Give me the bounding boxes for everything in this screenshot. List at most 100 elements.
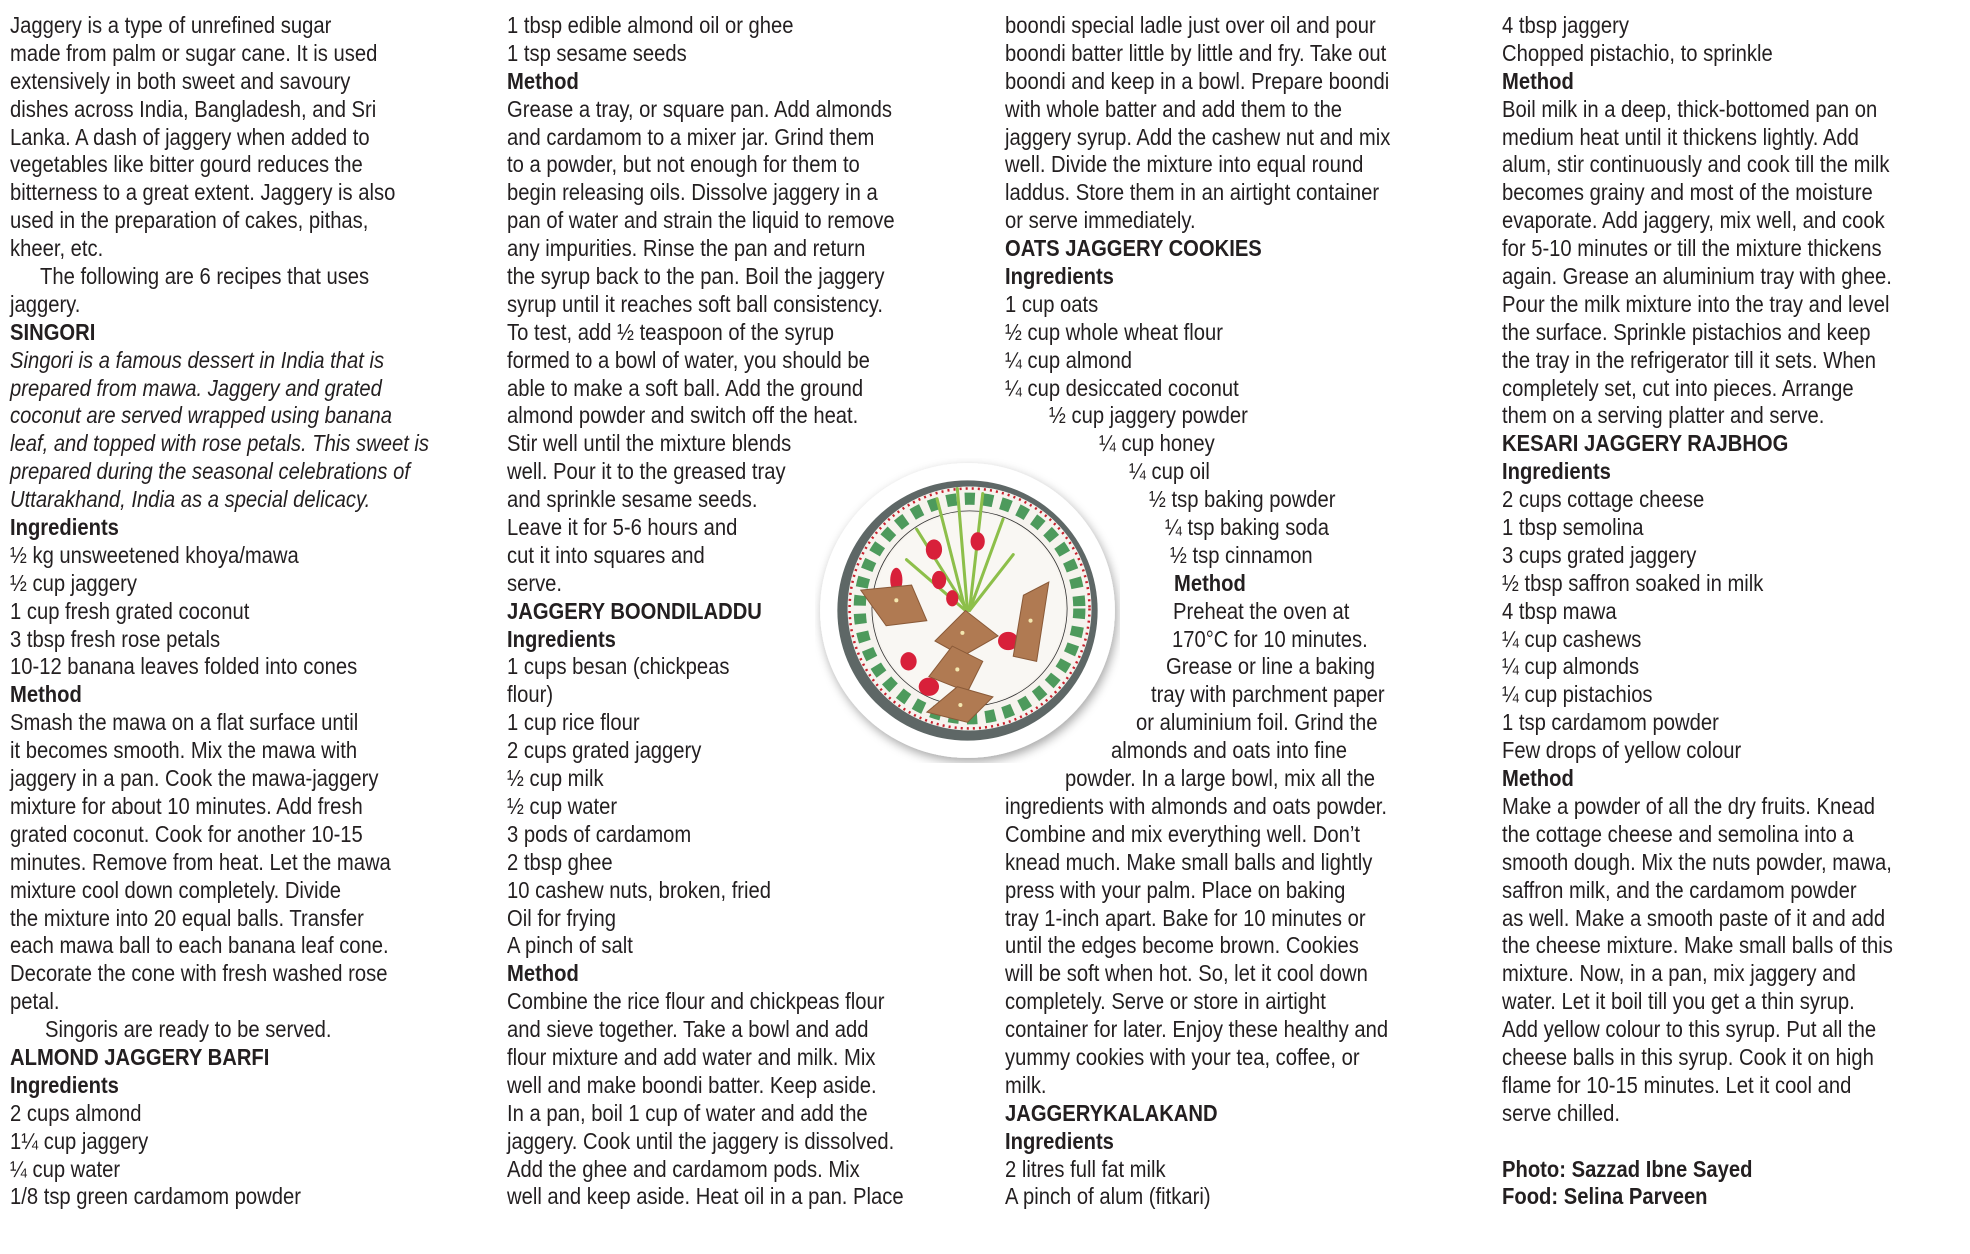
text-line: to a powder, but not enough for them to [507,151,860,178]
text-line: serve. [507,569,563,596]
recipe-title: JAGGERYKALAKAND [1005,1099,1218,1126]
text-line: the syrup back to the pan. Boil the jagg… [507,263,885,290]
text-line: 10 cashew nuts, broken, fried [507,876,772,903]
text-line: tray 1-inch apart. Bake for 10 minutes o… [1005,904,1366,931]
text-line: vegetables like bitter gourd reduces the [10,151,363,178]
plate-of-jaggery-sweets-photo [820,463,1115,758]
text-line: or serve immediately. [1005,207,1196,234]
text-line: flour) [507,681,554,708]
section-heading: Method [1502,765,1574,792]
text-line: Combine and mix everything well. Don’t [1005,820,1360,847]
text-line: Pour the milk mixture into the tray and … [1502,290,1890,317]
text-line: becomes grainy and most of the moisture [1502,179,1873,206]
text-line: The following are 6 recipes that uses [40,263,370,290]
text-line: 3 cups grated jaggery [1502,541,1697,568]
text-line: leaf, and topped with rose petals. This … [10,430,430,457]
text-line: Make a powder of all the dry fruits. Kne… [1502,792,1875,819]
text-line: Uttarakhand, India as a special delicacy… [10,486,371,513]
text-line: medium heat until it thickens lightly. A… [1502,123,1859,150]
text-line: Jaggery is a type of unrefined sugar [10,12,332,38]
text-line: it becomes smooth. Mix the mawa with [10,737,358,764]
text-line: press with your palm. Place on baking [1005,876,1346,903]
text-line: able to make a soft ball. Add the ground [507,374,864,401]
section-heading: Food: Selina Parveen [1502,1183,1708,1210]
text-line: Lanka. A dash of jaggery when added to [10,123,370,150]
text-line: ¼ cup desiccated coconut [1005,374,1239,401]
text-line: jaggery. Cook until the jaggery is disso… [507,1127,895,1154]
text-line: A pinch of salt [507,932,633,959]
text-line: 1 cup fresh grated coconut [10,597,250,624]
text-line: well and make boondi batter. Keep aside. [507,1071,877,1098]
text-line: ¼ tsp baking soda [1165,514,1330,541]
text-line: bitterness to a great extent. Jaggery is… [10,179,396,206]
text-line: ½ kg unsweetened khoya/mawa [10,541,299,568]
text-line: jaggery. [10,290,81,317]
text-line: begin releasing oils. Dissolve jaggery i… [507,179,878,206]
text-line: the tray in the refrigerator till it set… [1502,346,1877,373]
text-line: powder. In a large bowl, mix all the [1065,765,1376,792]
text-line: for 5-10 minutes or till the mixture thi… [1502,235,1882,262]
text-line: with whole batter and add them to the [1005,95,1343,122]
text-line: flame for 10-15 minutes. Let it cool and [1502,1071,1852,1098]
text-line: ¼ cup almond [1005,346,1132,373]
text-line: milk. [1005,1071,1047,1098]
section-heading: Photo: Sazzad Ibne Sayed [1502,1155,1753,1182]
section-heading: Ingredients [1005,1127,1114,1154]
text-line: ingredients with almonds and oats powder… [1005,792,1387,819]
text-line: evaporate. Add jaggery, mix well, and co… [1502,207,1885,234]
text-line: ¼ cup oil [1129,458,1210,485]
section-heading: Ingredients [1005,263,1114,290]
text-line: tray with parchment paper [1151,681,1385,708]
text-line: cut it into squares and [507,541,705,568]
text-line: ½ tbsp saffron soaked in milk [1502,569,1764,596]
text-line: 1 cup rice flour [507,709,640,736]
text-line: extensively in both sweet and savoury [10,67,351,94]
text-line: 1 tbsp semolina [1502,514,1644,541]
section-heading: Method [10,681,82,708]
text-line: well and keep aside. Heat oil in a pan. … [507,1183,904,1210]
text-line: water. Let it boil till you get a thin s… [1502,988,1855,1015]
text-line: petal. [10,988,60,1015]
text-line: syrup until it reaches soft ball consist… [507,290,883,317]
text-line: 1 tsp sesame seeds [507,39,687,66]
text-line: Few drops of yellow colour [1502,737,1742,764]
text-line: almond powder and switch off the heat. [507,402,859,429]
text-line: kheer, etc. [10,235,104,262]
text-line: 4 tbsp jaggery [1502,12,1629,38]
text-line: 2 cups almond [10,1099,142,1126]
text-line: ½ tsp baking powder [1149,486,1336,513]
text-line: Chopped pistachio, to sprinkle [1502,39,1773,66]
text-line: Singoris are ready to be served. [45,1016,332,1043]
text-line: Grease a tray, or square pan. Add almond… [507,95,892,122]
text-line: laddus. Store them in an airtight contai… [1005,179,1380,206]
column-2: 1 tbsp edible almond oil or ghee 1 tsp se… [507,12,977,1211]
text-line: coconut are served wrapped using banana [10,402,393,429]
text-line: ½ cup whole wheat flour [1005,318,1223,345]
text-line: In a pan, boil 1 cup of water and add th… [507,1099,868,1126]
text-line: ¼ cup almonds [1502,653,1640,680]
recipe-title: OATS JAGGERY COOKIES [1005,235,1262,262]
text-line: as well. Make a smooth paste of it and a… [1502,904,1886,931]
text-line: Add the ghee and cardamom pods. Mix [507,1155,860,1182]
text-line: dishes across India, Bangladesh, and Sri [10,95,377,122]
text-line: Singori is a famous dessert in India tha… [10,346,385,373]
text-line: 1 cups besan (chickpeas [507,653,730,680]
text-line: them on a serving platter and serve. [1502,402,1825,429]
text-line: Boil milk in a deep, thick-bottomed pan … [1502,95,1878,122]
text-line [1502,1128,1906,1156]
text-line: 2 cups cottage cheese [1502,486,1705,513]
text-line: Combine the rice flour and chickpeas flo… [507,988,885,1015]
text-line: the cheese mixture. Make small balls of … [1502,932,1893,959]
text-line: well. Divide the mixture into equal roun… [1005,151,1364,178]
text-line: well. Pour it to the greased tray [507,458,786,485]
text-line: ¼ cup pistachios [1502,681,1653,708]
text-line: knead much. Make small balls and lightly [1005,848,1373,875]
text-line: 1 tbsp edible almond oil or ghee [507,12,794,38]
text-line: 2 tbsp ghee [507,848,613,875]
text-line: 1 cup oats [1005,290,1099,317]
text-line: the surface. Sprinkle pistachios and kee… [1502,318,1871,345]
text-line: the mixture into 20 equal balls. Transfe… [10,904,364,931]
section-heading: Ingredients [10,1071,119,1098]
text-line: 1 tsp cardamom powder [1502,709,1719,736]
text-line: and sieve together. Take a bowl and add [507,1016,869,1043]
